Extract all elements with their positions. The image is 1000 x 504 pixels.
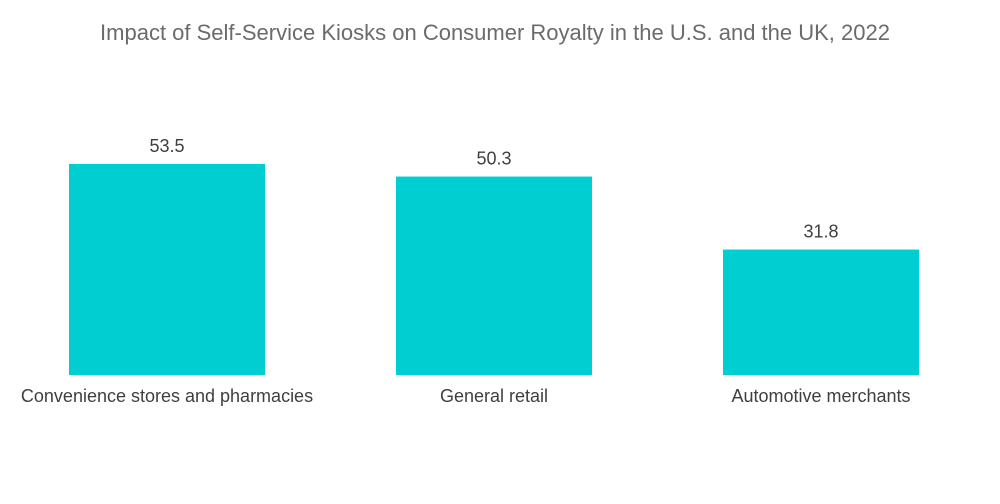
category-label-1: Convenience stores and pharmacies [21, 386, 313, 406]
bar-1 [69, 163, 265, 375]
data-label-3: 31.8 [803, 222, 838, 242]
category-label-3: Automotive merchants [731, 386, 910, 406]
bar-2 [396, 176, 592, 375]
bars-layer: 53.5 Convenience stores and pharmacies 50.… [21, 136, 919, 406]
data-label-2: 50.3 [476, 149, 511, 169]
data-label-1: 53.5 [149, 136, 184, 156]
category-label-2: General retail [440, 386, 548, 406]
chart-title: Impact of Self-Service Kiosks on Consume… [100, 20, 890, 45]
bar-3 [723, 249, 919, 375]
